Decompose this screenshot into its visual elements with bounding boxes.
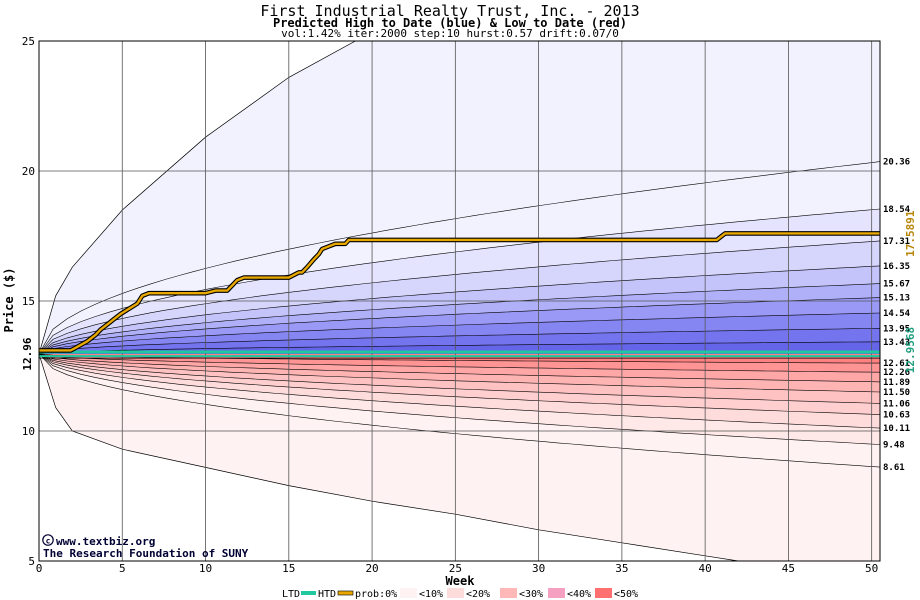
band-boundary-line-11 [39, 353, 880, 373]
y-tick-label-5: 5 [28, 555, 35, 568]
x-tick-label-15: 15 [282, 562, 295, 575]
band-boundary-line-16 [39, 353, 880, 429]
high-to-date-label: 17.5891 [904, 210, 917, 257]
band-boundary-line-14 [39, 353, 880, 404]
x-tick-label-50: 50 [865, 562, 878, 575]
end-value-label-5: 15.67 [883, 280, 910, 290]
legend-label-htd: HTD [318, 589, 336, 600]
legend-label-50: <50% [614, 589, 638, 600]
legend-swatch-10 [400, 588, 417, 598]
y-tick-label-10: 10 [22, 425, 35, 438]
end-value-label-7: 14.54 [883, 309, 911, 319]
copyright-letter-c: c [46, 537, 51, 546]
band-boundary-line-15 [39, 353, 880, 415]
legend-label-20: <20% [466, 589, 490, 600]
legend-swatch-ltd [301, 591, 316, 595]
band-boundary-line-5 [39, 283, 880, 355]
x-tick-label-0: 0 [36, 562, 43, 575]
y-tick-label-20: 20 [22, 165, 35, 178]
end-value-label-15: 10.63 [883, 411, 910, 421]
x-tick-label-35: 35 [615, 562, 628, 575]
band-boundary-line-12 [39, 353, 880, 383]
credit-block: c www.textbiz.org The Research Foundatio… [42, 534, 249, 560]
band-boundary-line-18 [39, 353, 880, 468]
end-value-label-4: 16.35 [883, 262, 910, 272]
band-boundary-line-4 [39, 265, 880, 355]
prob0-series-line [39, 232, 880, 352]
band-group [39, 41, 880, 561]
start-price-label: 12.96 [21, 337, 34, 370]
low-to-date-label: 12.9568 [904, 327, 917, 373]
band-boundary-line-6 [39, 297, 880, 355]
band-boundary-line-17 [39, 353, 880, 445]
x-tick-label-40: 40 [699, 562, 712, 575]
chart-title: First Industrial Realty Trust, Inc. - 20… [260, 2, 639, 20]
end-value-label-2: 18.54 [883, 205, 911, 215]
end-value-label-8: 13.95 [883, 324, 910, 334]
credit-organization: The Research Foundation of SUNY [43, 547, 249, 560]
end-value-label-12: 11.89 [883, 378, 910, 388]
x-tick-label-20: 20 [365, 562, 378, 575]
band-boundary-line-8 [39, 328, 880, 355]
band-boundary-line-3 [39, 240, 880, 355]
band-boundary-line-7 [39, 312, 880, 355]
band-boundary-line-1 [39, 161, 880, 355]
chart-subtitle: Predicted High to Date (blue) & Low to D… [273, 16, 627, 30]
credit-website: www.textbiz.org [56, 535, 155, 548]
end-value-label-13: 11.50 [883, 388, 910, 398]
end-value-label-3: 17.31 [883, 237, 910, 247]
legend-label-30: <30% [519, 589, 543, 600]
x-tick-label-25: 25 [449, 562, 462, 575]
y-axis-label: Price ($) [2, 267, 16, 332]
legend-label-prob0: prob:0% [355, 589, 397, 600]
x-axis-label: Week [446, 574, 476, 588]
band-boundary-line-13 [39, 353, 880, 393]
legend-label-10: <10% [419, 589, 443, 600]
plot-area: 0 5 10 15 20 25 30 35 40 45 5051015202512.9620.361… [21, 35, 917, 575]
end-value-label-10: 12.61 [883, 359, 910, 369]
outer-low-envelope-line [39, 353, 739, 561]
end-value-label-6: 15.13 [883, 294, 910, 304]
y-tick-label-25: 25 [22, 35, 35, 48]
x-tick-label-45: 45 [782, 562, 795, 575]
legend-swatch-20 [447, 588, 464, 598]
chart-params: vol:1.42% iter:2000 step:10 hurst:0.57 d… [281, 27, 619, 40]
legend-swatch-30 [500, 588, 517, 598]
legend: LTD HTD prob:0% <10% <20% <30% <40% <50% [282, 588, 638, 600]
end-value-label-16: 10.11 [883, 424, 910, 434]
legend-label-ltd: LTD [282, 589, 300, 600]
end-value-label-14: 11.06 [883, 399, 910, 409]
legend-swatch-prob0 [337, 590, 354, 596]
legend-label-40: <40% [567, 589, 591, 600]
y-tick-label-15: 15 [22, 295, 35, 308]
x-tick-label-30: 30 [532, 562, 545, 575]
band-boundary-line-9 [39, 341, 880, 355]
end-value-label-11: 12.26 [883, 368, 910, 378]
legend-swatch-40 [548, 588, 565, 598]
end-value-label-9: 13.43 [883, 338, 910, 348]
copyright-icon [42, 534, 54, 546]
end-value-label-18: 8.61 [883, 463, 905, 473]
plot-border [38, 40, 881, 562]
x-tick-label-5: 5 [119, 562, 126, 575]
end-value-label-1: 20.36 [883, 158, 910, 168]
end-value-label-17: 9.48 [883, 441, 905, 451]
legend-swatch-50 [595, 588, 612, 598]
x-tick-label-10: 10 [199, 562, 212, 575]
